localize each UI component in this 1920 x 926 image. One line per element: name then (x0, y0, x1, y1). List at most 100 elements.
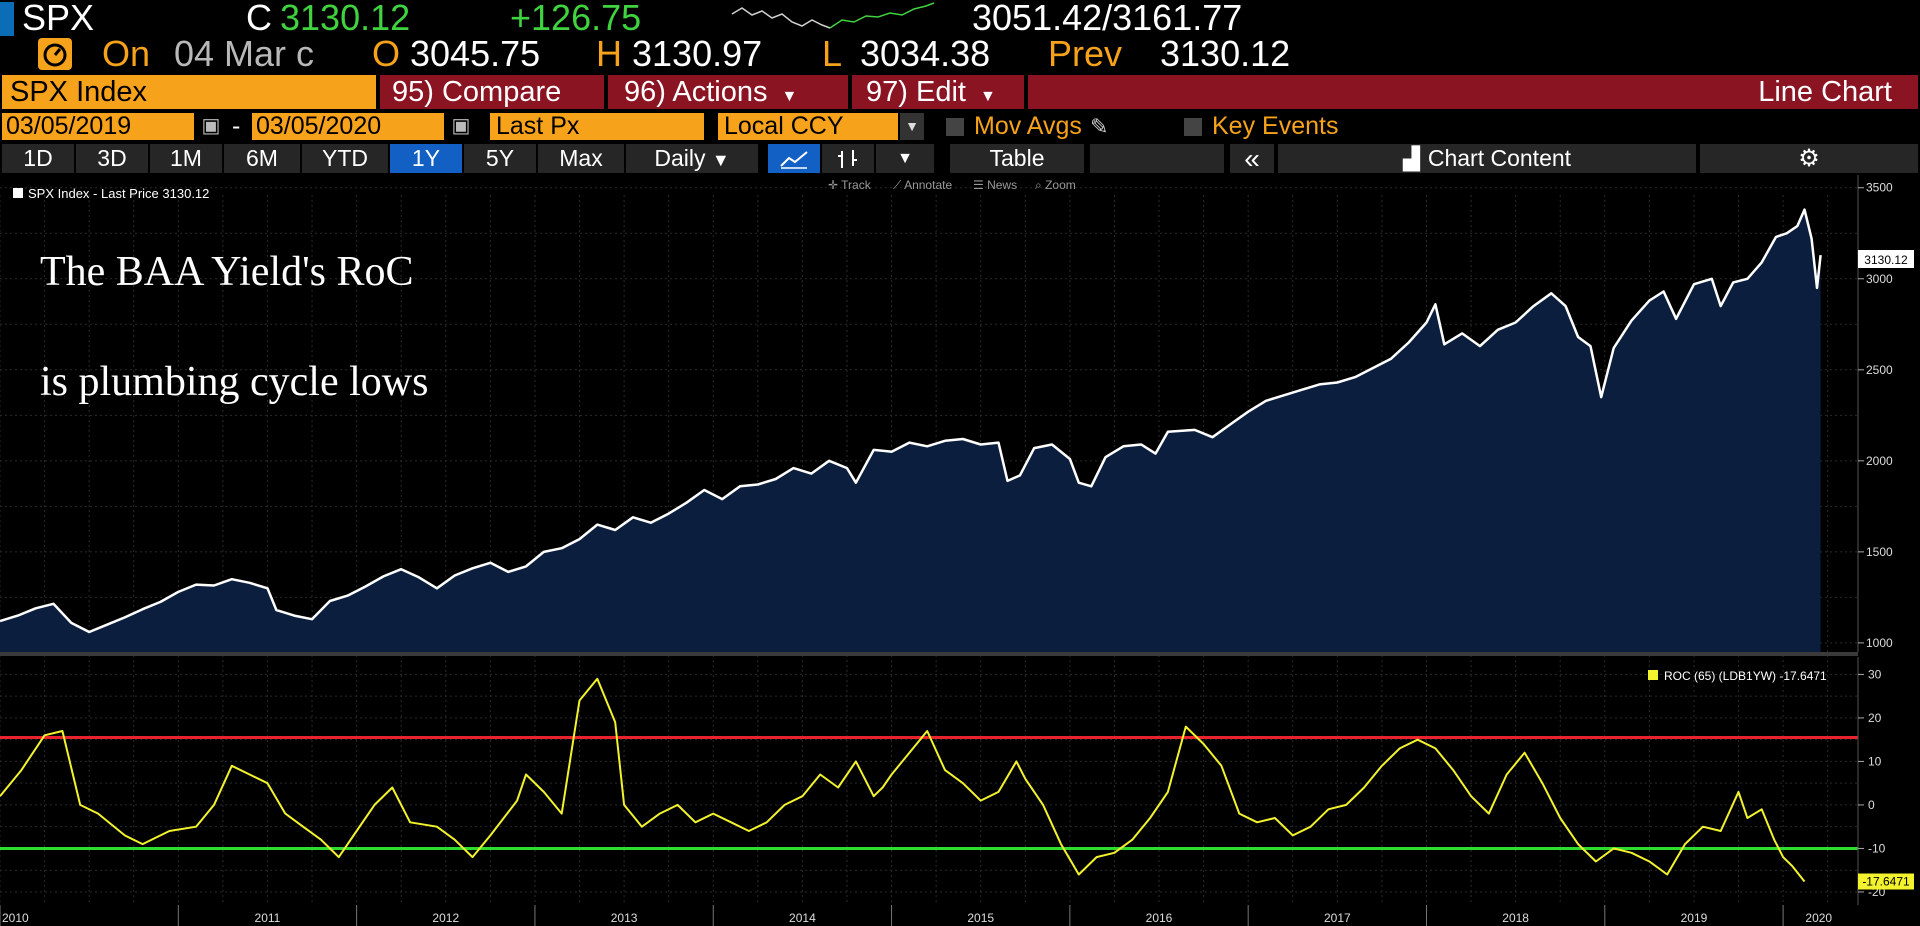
x-tick-label: 2010 (2, 911, 29, 925)
frequency-label: Daily (654, 145, 706, 171)
period-tab-1m[interactable]: 1M (150, 144, 222, 173)
quote-header: SPX C 3130.12 +126.75 3051.42/3161.77 (0, 0, 1920, 36)
date-separator: - (232, 112, 241, 140)
y-tick-label: 3000 (1866, 272, 1893, 286)
chevron-down-icon[interactable]: ▼ (900, 113, 924, 140)
period-tab-5y[interactable]: 5Y (464, 144, 536, 173)
x-tick-label: 2015 (967, 911, 994, 925)
chart-content-label: Chart Content (1427, 145, 1572, 171)
line-chart-icon[interactable] (768, 144, 820, 173)
chart-content-button[interactable]: ▟ Chart Content (1278, 144, 1696, 173)
spx-price-line (0, 208, 1822, 634)
gauge-icon[interactable] (38, 38, 72, 70)
panel-divider[interactable] (0, 652, 1858, 656)
x-tick-label: 2011 (255, 911, 281, 925)
x-tick-label: 2017 (1324, 911, 1351, 925)
x-tick-label: 2016 (1146, 911, 1173, 925)
mov-avgs-toggle[interactable]: Mov Avgs ✎ (946, 113, 1108, 140)
y-tick-label: 1500 (1866, 545, 1893, 559)
change-value: +126.75 (510, 0, 642, 38)
toolbar-spacer (1090, 144, 1224, 173)
function-bar: SPX Index 95) Compare 96) Actions ▼ 97) E… (0, 74, 1920, 110)
currency-select[interactable]: Local CCY (718, 113, 898, 140)
zoom-tool[interactable]: ⌕ Zoom (1035, 178, 1076, 192)
frequency-select[interactable]: Daily ▼ (626, 144, 758, 173)
edit-button[interactable]: 97) Edit ▼ (852, 75, 1024, 109)
date-range-bar: 03/05/2019 ▣ - 03/05/2020 ▣ Last Px Loca… (0, 110, 1920, 142)
actions-button[interactable]: 96) Actions ▼ (608, 75, 848, 109)
chevron-down-icon: ▼ (781, 88, 798, 105)
spx-area-fill (0, 209, 1821, 652)
roc-last-value-label: -17.6471 (1862, 875, 1910, 889)
time-axis: 2010 2011 2012 2013 2014 2015 2016 2017 2018 2019… (0, 905, 1832, 926)
period-tab-3d[interactable]: 3D (76, 144, 148, 173)
period-tab-6m[interactable]: 6M (224, 144, 300, 173)
security-field[interactable]: SPX Index (2, 75, 376, 109)
calendar-icon[interactable]: ▣ (451, 115, 471, 137)
chevron-down-icon: ▼ (711, 150, 730, 170)
annotate-tool[interactable]: ⟋ Annotate (893, 178, 952, 192)
y-tick-label: 20 (1868, 711, 1882, 725)
period-tab-1y[interactable]: 1Y (390, 144, 462, 173)
roc-last-badge: -17.6471 (1858, 873, 1914, 890)
chart-tools: ✛ Track ⟋ Annotate ☰ News ⌕ Zoom (828, 178, 1076, 192)
y-tick-label: 2000 (1866, 454, 1893, 468)
last-value-badge (1858, 250, 1914, 268)
high-label: H (596, 33, 622, 74)
low-label: L (822, 33, 843, 74)
calendar-icon[interactable]: ▣ (201, 115, 221, 137)
high-value: 3130.97 (632, 33, 763, 74)
day-range: 3051.42/3161.77 (972, 0, 1243, 38)
close-value: 3130.12 (280, 0, 411, 38)
annotation-line-2: is plumbing cycle lows (40, 359, 428, 405)
bar-chart-icon[interactable] (822, 144, 874, 173)
chart-icon: ▟ (1402, 146, 1420, 171)
pencil-icon[interactable]: ✎ (1089, 114, 1109, 139)
period-tab-max[interactable]: Max (538, 144, 624, 173)
news-tool[interactable]: ☰ News (973, 178, 1017, 192)
y-tick-label: 0 (1868, 798, 1875, 812)
open-value: 3045.75 (410, 33, 541, 74)
key-events-label: Key Events (1212, 112, 1339, 140)
start-date-input[interactable]: 03/05/2019 (2, 113, 194, 140)
x-tick-label: 2014 (789, 911, 816, 925)
x-tick-label: 2013 (611, 911, 638, 925)
checkbox[interactable] (946, 118, 964, 137)
y-tick-label: -10 (1868, 841, 1886, 855)
collapse-icon[interactable]: « (1230, 144, 1274, 173)
chevron-down-icon: ▼ (979, 88, 996, 105)
x-tick-label: 2012 (432, 911, 459, 925)
ticker-marker (0, 2, 14, 36)
end-date-input[interactable]: 03/05/2020 (252, 113, 444, 140)
chart-type-title: Line Chart (1028, 75, 1918, 109)
roc-line (0, 677, 1806, 883)
y-tick-label: 2500 (1866, 363, 1893, 377)
annotation-line-1: The BAA Yield's RoC (40, 249, 414, 295)
roc-last-value-badge (1858, 873, 1914, 890)
period-tab-ytd[interactable]: YTD (302, 144, 388, 173)
legend-swatch (1648, 670, 1658, 680)
key-events-toggle[interactable]: Key Events (1184, 113, 1338, 140)
prev-label: Prev (1048, 33, 1123, 74)
table-button[interactable]: Table (950, 144, 1084, 173)
spx-legend: SPX Index - Last Price 3130.12 (13, 186, 209, 201)
spx-legend-label: SPX Index - Last Price 3130.12 (28, 186, 209, 201)
x-axis-band (0, 905, 1920, 926)
compare-button[interactable]: 95) Compare (380, 75, 604, 109)
last-value-label: 3130.12 (1864, 253, 1908, 267)
field-select[interactable]: Last Px (490, 113, 704, 140)
sparkline (731, 2, 935, 29)
track-tool[interactable]: ✛ Track (828, 178, 872, 192)
checkbox[interactable] (1184, 118, 1202, 137)
period-tab-1d[interactable]: 1D (2, 144, 74, 173)
roc-legend-label: ROC (65) (LDB1YW) -17.6471 (1664, 669, 1827, 683)
y-tick-label: 10 (1868, 754, 1882, 768)
chevron-down-icon[interactable]: ▼ (876, 144, 934, 173)
close-label: C (246, 0, 272, 38)
gear-icon[interactable]: ⚙ (1700, 144, 1918, 173)
chart-area[interactable]: ✛ Track ⟋ Annotate ☰ News ⌕ Zoom SPX Ind… (0, 175, 1920, 926)
ticker: SPX (22, 0, 95, 38)
legend-swatch (13, 188, 23, 198)
quote-details: On 04 Mar c O 3045.75 H 3130.97 L 3034.3… (0, 36, 1920, 74)
